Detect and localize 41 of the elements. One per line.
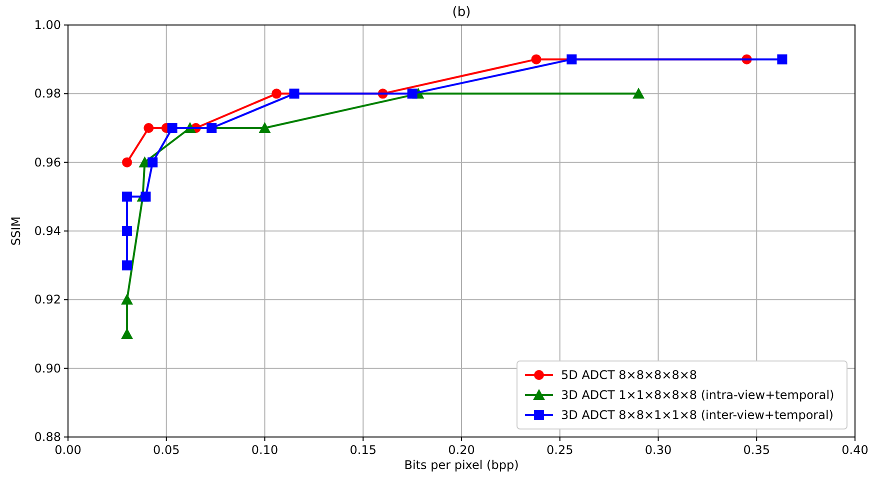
x-tick-label: 0.40 <box>842 443 868 457</box>
legend-label: 3D ADCT 1×1×8×8×8 (intra-view+temporal) <box>561 388 834 402</box>
x-tick-label: 0.20 <box>448 443 475 457</box>
point <box>167 123 178 133</box>
x-tick-label: 0.10 <box>251 443 278 457</box>
y-tick-label: 0.96 <box>34 155 61 170</box>
x-tick-label: 0.30 <box>644 443 672 457</box>
y-tick-label: 0.94 <box>34 224 61 238</box>
point <box>122 192 132 202</box>
y-tick-label: 0.88 <box>34 430 61 444</box>
point <box>531 54 542 64</box>
point <box>122 157 132 168</box>
legend-label: 3D ADCT 8×8×1×1×8 (inter-view+temporal) <box>561 408 834 422</box>
y-axis-title: SSIM <box>9 216 23 246</box>
x-tick-label: 0.15 <box>350 443 376 457</box>
chart-title: (b) <box>452 5 471 20</box>
point <box>144 123 154 133</box>
point <box>121 328 134 339</box>
point <box>632 88 645 99</box>
x-tick-label: 0.25 <box>546 443 574 457</box>
x-tick-label: 0.00 <box>54 443 82 457</box>
y-tick-label: 1.00 <box>34 18 61 32</box>
point <box>566 54 577 64</box>
point <box>122 260 132 270</box>
x-tick-label: 0.05 <box>153 443 180 457</box>
y-tick-label: 0.98 <box>34 86 61 101</box>
y-tick-label: 0.90 <box>34 361 61 376</box>
point <box>258 122 271 133</box>
point <box>121 294 134 305</box>
point <box>289 88 300 99</box>
y-tick-label: 0.92 <box>34 292 61 307</box>
point <box>140 192 151 202</box>
x-axis-title: Bits per pixel (bpp) <box>404 458 519 472</box>
x-tick-label: 0.35 <box>743 443 770 457</box>
point <box>777 54 788 64</box>
point <box>122 226 132 236</box>
point <box>272 88 282 99</box>
point <box>148 157 158 168</box>
point <box>206 123 217 133</box>
legend-label: 5D ADCT 8×8×8×8×8 <box>561 368 698 382</box>
point <box>407 88 418 99</box>
